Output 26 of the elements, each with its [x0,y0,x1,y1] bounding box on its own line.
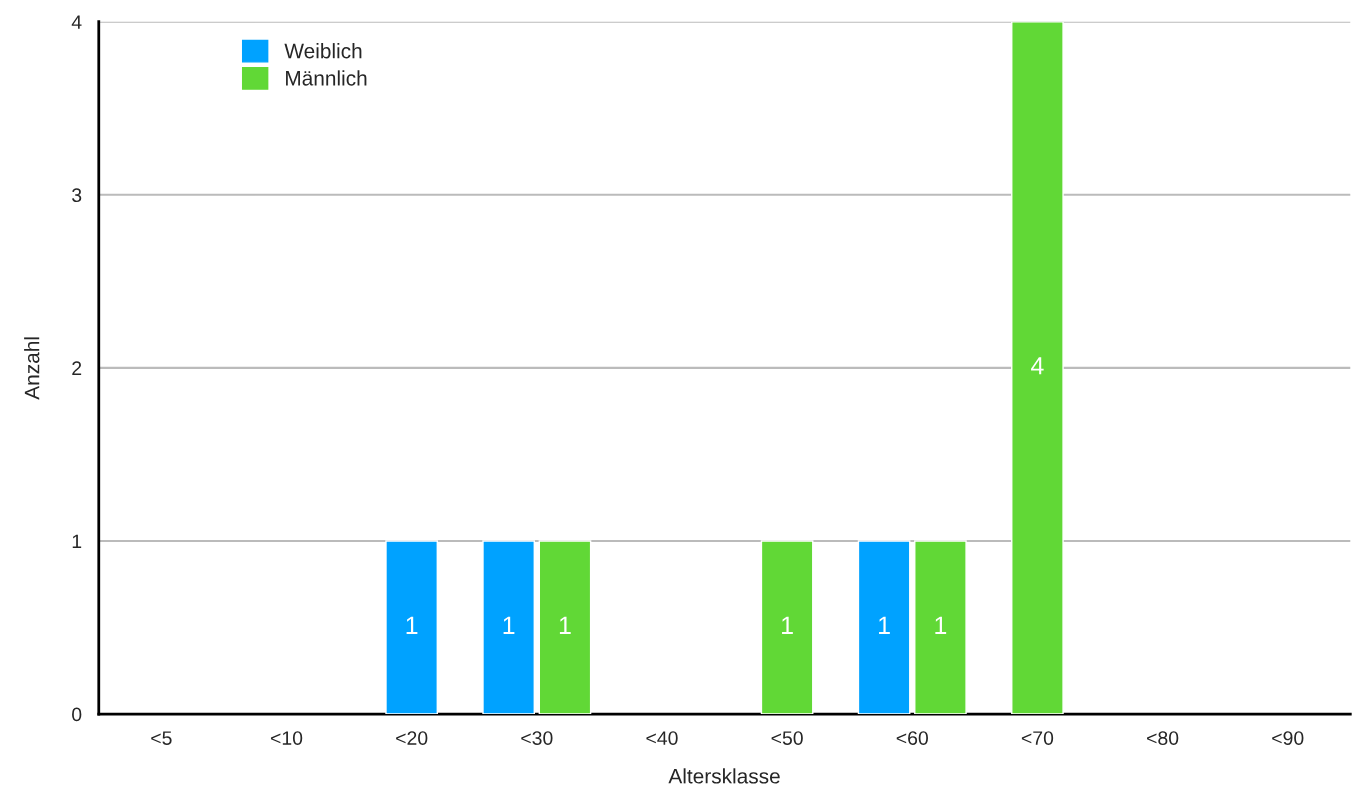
data-label: 1 [503,616,515,634]
x-tick-label: <80 [1147,731,1179,745]
y-tick-label: 2 [72,361,82,375]
x-tick-label: <5 [151,731,172,745]
y-tick-label: 0 [72,707,82,722]
y-tick-label: 1 [72,534,82,549]
data-label: 1 [782,616,793,634]
legend-label: Männlich [286,70,367,86]
data-label: 1 [406,616,418,634]
data-label: 1 [559,616,571,634]
data-label: 4 [1031,357,1044,375]
x-tick-label: <60 [896,731,928,745]
legend-label: Weiblich [284,43,362,59]
y-tick-label: 4 [71,15,82,29]
x-tick-label: <50 [771,731,803,745]
x-axis-title: Altersklasse [668,768,780,784]
x-tick-label: <90 [1272,731,1304,745]
y-tick-label: 3 [72,188,82,203]
x-tick-label: <30 [521,731,553,745]
y-axis-title: Anzahl [24,337,40,400]
x-tick-label: <70 [1021,731,1054,745]
x-tick-label: <40 [646,731,678,745]
x-tick-label: <20 [396,731,428,745]
x-tick-label: <10 [270,731,303,745]
data-label: 1 [935,616,947,634]
data-label: 1 [879,616,890,634]
